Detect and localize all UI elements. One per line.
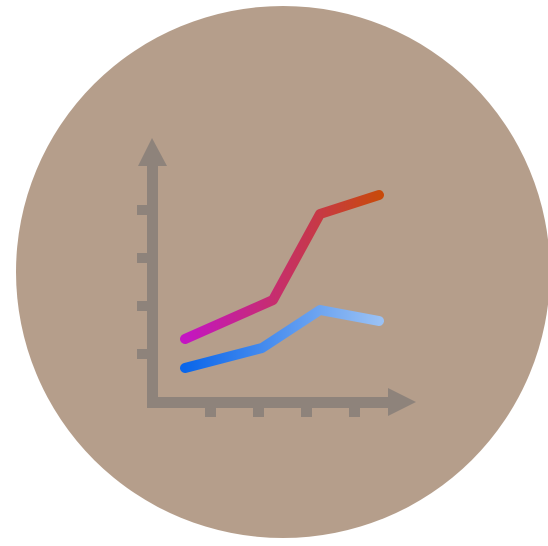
y-axis-arrow (138, 138, 167, 166)
y-tick (137, 253, 158, 263)
badge-circle (16, 6, 548, 538)
x-axis-arrow (388, 388, 416, 416)
y-tick (137, 205, 158, 215)
chart-axes (137, 138, 416, 417)
upper-trend-line (180, 190, 384, 344)
x-tick (301, 397, 312, 417)
y-axis-line (147, 160, 158, 406)
y-tick (137, 349, 158, 359)
x-axis-line (147, 397, 395, 408)
lower-trend-line (180, 305, 384, 373)
x-tick (253, 397, 264, 417)
y-tick (137, 301, 158, 311)
x-tick (349, 397, 360, 417)
x-tick (205, 397, 216, 417)
